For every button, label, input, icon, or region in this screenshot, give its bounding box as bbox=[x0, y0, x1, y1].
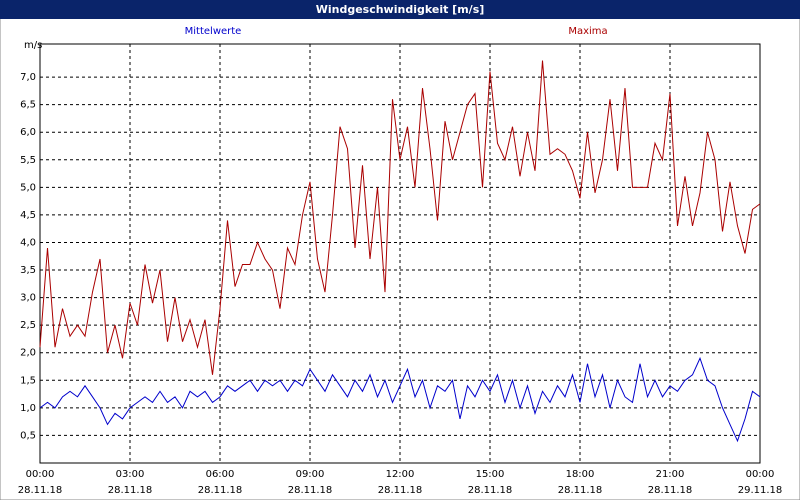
x-tick-date: 28.11.18 bbox=[468, 485, 513, 496]
y-tick-label: 6,0 bbox=[20, 127, 36, 138]
x-tick-date: 28.11.18 bbox=[378, 485, 423, 496]
legend-label: Maxima bbox=[568, 26, 607, 37]
x-tick-label: 18:00 bbox=[566, 469, 595, 480]
y-tick-label: 0,5 bbox=[20, 430, 36, 441]
x-tick-label: 00:00 bbox=[26, 469, 55, 480]
y-tick-label: 4,5 bbox=[20, 210, 36, 221]
x-tick-date: 28.11.18 bbox=[558, 485, 603, 496]
x-tick-date: 29.11.18 bbox=[738, 485, 783, 496]
x-tick-label: 15:00 bbox=[476, 469, 505, 480]
x-tick-date: 28.11.18 bbox=[648, 485, 693, 496]
x-tick-date: 28.11.18 bbox=[108, 485, 153, 496]
x-tick-date: 28.11.18 bbox=[288, 485, 333, 496]
y-tick-label: 3,5 bbox=[20, 265, 36, 276]
x-tick-label: 00:00 bbox=[746, 469, 775, 480]
y-tick-label: 1,5 bbox=[20, 375, 36, 386]
series-line bbox=[39, 356, 761, 443]
y-tick-label: 2,0 bbox=[20, 348, 36, 359]
y-tick-label: 5,5 bbox=[20, 155, 36, 166]
y-tick-label: 7,0 bbox=[20, 72, 36, 83]
x-tick-label: 21:00 bbox=[656, 469, 685, 480]
y-tick-label: 1,0 bbox=[20, 403, 36, 414]
x-tick-date: 28.11.18 bbox=[198, 485, 243, 496]
chart-title: Windgeschwindigkeit [m/s] bbox=[316, 3, 485, 16]
y-tick-label: 3,0 bbox=[20, 293, 36, 304]
x-tick-label: 12:00 bbox=[386, 469, 415, 480]
x-tick-label: 06:00 bbox=[206, 469, 235, 480]
y-tick-label: 5,0 bbox=[20, 182, 36, 193]
x-tick-date: 28.11.18 bbox=[18, 485, 63, 496]
series-line bbox=[39, 60, 761, 375]
x-tick-label: 03:00 bbox=[116, 469, 145, 480]
legend-label: Mittelwerte bbox=[185, 26, 242, 37]
y-tick-label: 2,5 bbox=[20, 320, 36, 331]
x-tick-label: 09:00 bbox=[296, 469, 325, 480]
y-tick-label: 6,5 bbox=[20, 100, 36, 111]
title-bar bbox=[0, 0, 800, 19]
y-tick-label: 4,0 bbox=[20, 237, 36, 248]
y-axis-label: m/s bbox=[24, 40, 42, 51]
